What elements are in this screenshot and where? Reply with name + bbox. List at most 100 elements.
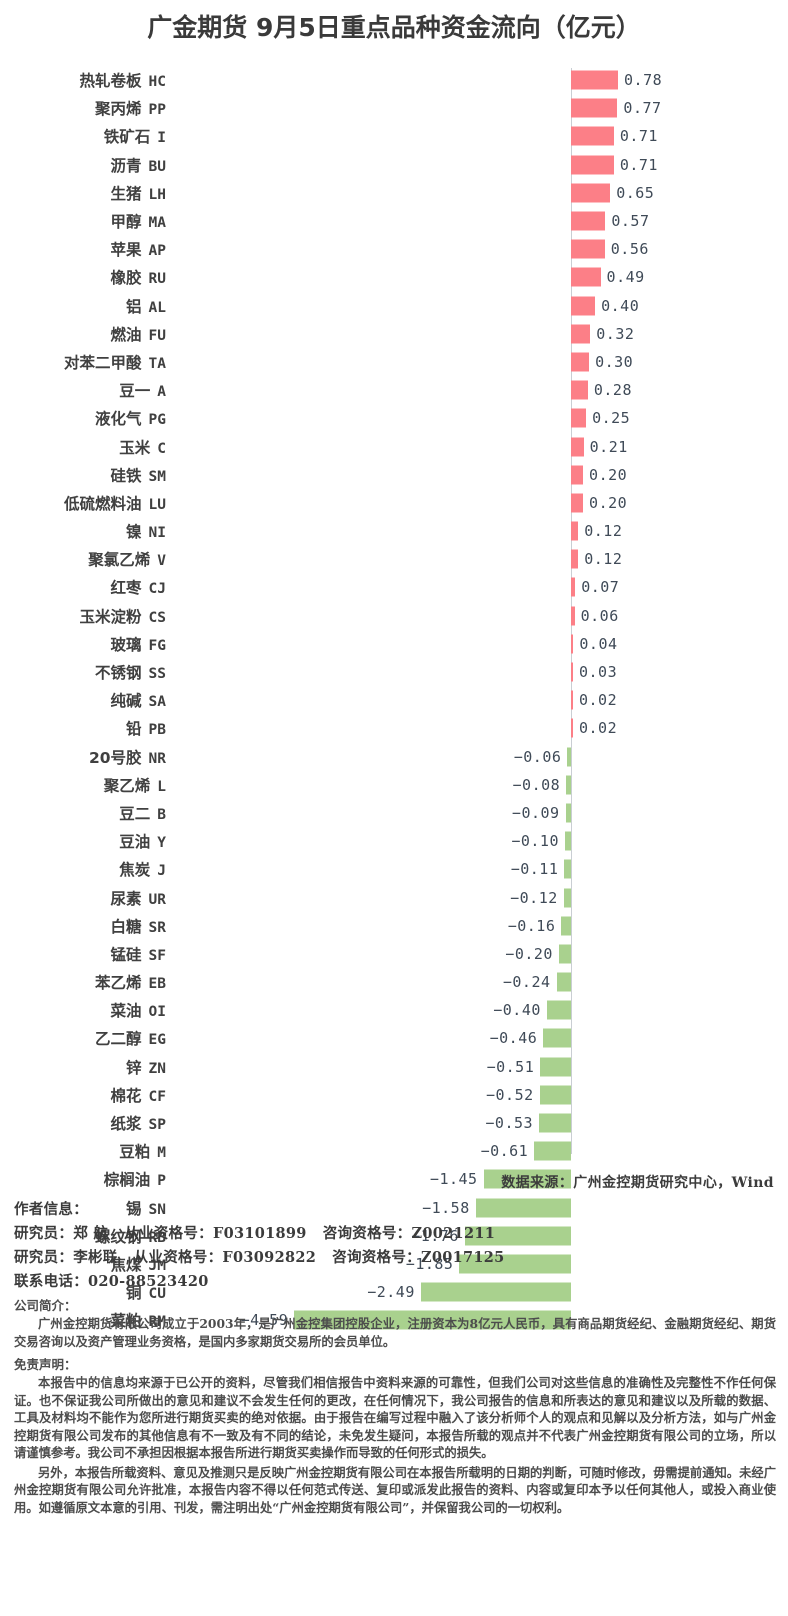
category-label: 苯乙烯 EB — [95, 971, 166, 993]
bar-value-label: −4.59 — [240, 1311, 289, 1330]
category-name: 豆粕 — [119, 1143, 151, 1162]
author-name: 郑 航 — [73, 1225, 109, 1242]
category-label: 螺纹钢 RB — [95, 1225, 166, 1247]
category-code: TA — [148, 355, 166, 372]
disclaimer-paragraph-1: 本报告中的信息均来源于已公开的资料，尽管我们相信报告中资料来源的可靠性，但我们公… — [14, 1375, 776, 1460]
category-code: AP — [148, 243, 166, 260]
category-code: SM — [148, 468, 166, 485]
bar — [475, 1198, 571, 1218]
category-name: 白糖 — [110, 917, 142, 936]
category-label: 聚氯乙烯 V — [88, 548, 166, 570]
bar — [534, 1141, 571, 1161]
category-name: 红枣 — [110, 579, 142, 598]
author-heading: 作者信息： — [14, 1201, 88, 1218]
category-code: Y — [157, 835, 166, 852]
category-label: 燃油 FU — [111, 323, 166, 345]
bar-row: 热轧卷板 HC 0.78 — [0, 66, 788, 94]
bar-row: 玻璃 FG 0.04 — [0, 630, 788, 658]
category-name: 热轧卷板 — [79, 72, 142, 91]
category-code: NR — [148, 750, 166, 767]
bar-row: 苹果 AP 0.56 — [0, 235, 788, 263]
category-name: 硅铁 — [110, 466, 142, 485]
bar — [571, 577, 576, 597]
bar-value-label: 0.78 — [624, 71, 663, 90]
category-code: SF — [148, 947, 166, 964]
bar — [565, 803, 571, 823]
bar — [420, 1282, 571, 1302]
category-label: 铅 PB — [126, 717, 166, 739]
bar-row: 菜粕 RM −4.59 — [0, 1306, 788, 1334]
category-name: 棕榈油 — [103, 1171, 151, 1190]
bar-value-label: −0.46 — [489, 1029, 538, 1048]
bar-row: 聚氯乙烯 V 0.12 — [0, 545, 788, 573]
bar-row: 白糖 SR −0.16 — [0, 912, 788, 940]
category-label: 焦炭 J — [119, 858, 166, 880]
category-code: I — [157, 130, 166, 147]
bar-value-label: 0.03 — [579, 663, 618, 682]
category-code: L — [157, 778, 166, 795]
category-name: 棉花 — [110, 1086, 142, 1105]
category-name: 尿素 — [110, 889, 142, 908]
category-label: 玻璃 FG — [111, 633, 166, 655]
bar-value-label: 0.02 — [579, 719, 618, 738]
category-label: 沥青 BU — [111, 154, 166, 176]
footer-block: 作者信息： 研究员：郑 航从业资格号：F03101899 咨询资格号：Z00212… — [14, 1198, 776, 1518]
phone-number: 020-88523420 — [88, 1273, 209, 1290]
category-code: EB — [148, 976, 166, 993]
bar-value-label: 0.40 — [601, 296, 640, 315]
category-name: 橡胶 — [110, 269, 142, 288]
bar-value-label: 0.71 — [619, 155, 658, 174]
bar — [571, 549, 579, 569]
bar-row: 沥青 BU 0.71 — [0, 151, 788, 179]
bar-row: 甲醇 MA 0.57 — [0, 207, 788, 235]
bar — [561, 916, 571, 936]
author-name: 李彬联 — [73, 1249, 118, 1266]
bar-row: 菜油 OI −0.40 — [0, 996, 788, 1024]
category-code: NI — [148, 525, 166, 542]
bar — [571, 662, 573, 682]
disclaimer-heading: 免责声明： — [14, 1357, 77, 1372]
bar-value-label: −2.49 — [367, 1283, 415, 1302]
bar — [571, 718, 573, 738]
category-label: 对苯二甲酸 TA — [64, 351, 166, 373]
bar-value-label: 0.12 — [584, 522, 623, 541]
bar — [294, 1310, 571, 1330]
bar-value-label: −0.20 — [505, 944, 553, 963]
bar-row: 豆二 B −0.09 — [0, 799, 788, 827]
category-code: OI — [148, 1004, 166, 1021]
category-label: 20号胶 NR — [89, 746, 166, 768]
category-label: 焦煤 JM — [111, 1253, 166, 1275]
category-label: 铜 CU — [126, 1281, 166, 1303]
bar — [543, 1028, 571, 1048]
category-name: 纸浆 — [110, 1115, 142, 1134]
category-code: P — [157, 1173, 166, 1190]
bar — [539, 1113, 571, 1133]
category-label: 白糖 SR — [111, 915, 166, 937]
bar — [567, 747, 571, 767]
bar-row: 棕榈油 P −1.45 — [0, 1165, 788, 1193]
category-name: 玉米淀粉 — [79, 607, 142, 626]
bar-value-label: −0.51 — [486, 1057, 535, 1076]
bar-row: 焦煤 JM −1.85 — [0, 1250, 788, 1278]
category-label: 苹果 AP — [111, 238, 166, 260]
category-code: LH — [148, 186, 166, 203]
category-name: 锌 — [126, 1058, 142, 1077]
bar-row: 螺纹钢 RB −1.76 — [0, 1222, 788, 1250]
category-name: 液化气 — [95, 410, 142, 429]
category-label: 菜油 OI — [111, 999, 166, 1021]
bar — [571, 183, 611, 203]
bar-value-label: 0.21 — [589, 437, 628, 456]
category-code: SP — [148, 1117, 166, 1134]
category-label: 锰硅 SF — [111, 943, 166, 965]
bar — [571, 634, 574, 654]
category-name: 乙二醇 — [95, 1030, 142, 1049]
bar — [571, 380, 588, 400]
bar-value-label: −0.09 — [511, 803, 560, 822]
bar-value-label: −0.61 — [480, 1142, 529, 1161]
category-code: RB — [148, 1229, 166, 1246]
category-code: LU — [148, 496, 166, 513]
category-name: 螺纹钢 — [95, 1227, 142, 1246]
data-source-note: 数据来源：广州金控期货研究中心，Wind — [501, 1175, 774, 1191]
bar-value-label: −0.40 — [493, 1001, 541, 1020]
bar-row: 聚丙烯 PP 0.77 — [0, 94, 788, 122]
